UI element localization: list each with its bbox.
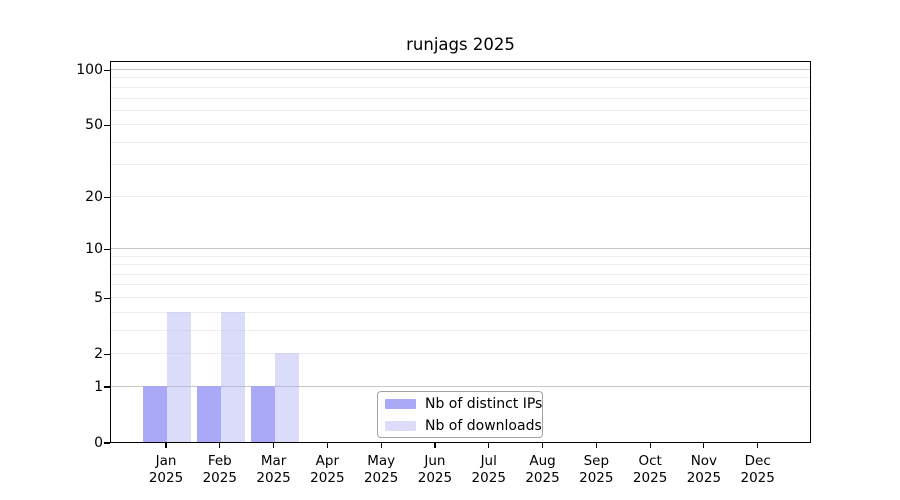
x-tick-mark: [595, 443, 597, 448]
gridline-minor: [111, 109, 810, 111]
x-tick-label: Jan 2025: [124, 453, 208, 486]
legend-swatch-distinct-ips: [385, 398, 416, 409]
gridline-major: [111, 69, 810, 71]
y-tick-mark: [104, 125, 110, 127]
legend-label-downloads: Nb of downloads: [425, 417, 542, 434]
x-tick-mark: [703, 443, 705, 448]
x-tick-label: Mar 2025: [232, 453, 316, 486]
gridline-minor: [111, 164, 810, 166]
legend: Nb of distinct IPs Nb of downloads: [377, 391, 543, 438]
y-tick-mark: [104, 196, 110, 198]
x-tick-mark: [757, 443, 759, 448]
gridline-minor: [111, 264, 810, 266]
x-tick-year: 2025: [471, 469, 506, 486]
legend-item-distinct-ips: Nb of distinct IPs: [378, 394, 542, 413]
x-tick-year: 2025: [310, 469, 345, 486]
gridline-minor: [111, 195, 810, 197]
x-tick-mark: [434, 443, 436, 448]
y-tick-label: 1: [94, 378, 103, 395]
y-tick-label: 10: [85, 240, 103, 257]
x-tick-mark: [541, 443, 544, 448]
x-tick-label: May 2025: [339, 453, 423, 486]
gridline-minor: [111, 352, 810, 354]
x-tick-mark: [165, 443, 167, 448]
x-tick-month: Apr: [315, 453, 340, 469]
x-tick-month: Dec: [744, 453, 771, 469]
y-tick-label: 0: [94, 434, 103, 451]
x-tick-mark: [219, 443, 221, 448]
x-tick-year: 2025: [256, 469, 291, 486]
bar-distinct-ips-feb-2025: [196, 386, 221, 442]
y-tick-label: 100: [76, 62, 103, 79]
y-tick-label: 50: [85, 117, 103, 134]
y-tick-mark: [104, 442, 110, 444]
x-tick-month: Jun: [424, 453, 446, 469]
x-tick-year: 2025: [363, 469, 399, 486]
bar-downloads-mar-2025: [274, 353, 299, 442]
x-tick-month: Oct: [638, 453, 662, 469]
x-tick-year: 2025: [686, 469, 722, 486]
gridline-minor: [111, 141, 810, 143]
legend-label-distinct-ips: Nb of distinct IPs: [425, 395, 543, 412]
y-tick-label: 20: [85, 188, 103, 205]
gridline-minor: [111, 86, 810, 88]
x-tick-year: 2025: [417, 469, 453, 486]
y-tick-mark: [104, 297, 110, 299]
x-tick-month: Sep: [583, 453, 610, 469]
gridline-major: [111, 248, 810, 249]
x-tick-month: Jan: [155, 453, 177, 469]
x-tick-mark: [326, 443, 328, 448]
y-tick-mark: [104, 353, 110, 355]
legend-item-downloads: Nb of downloads: [378, 416, 542, 435]
x-tick-month: Jul: [480, 453, 497, 469]
gridline-minor: [111, 273, 810, 275]
x-tick-month: Nov: [690, 453, 718, 469]
y-tick-label: 5: [94, 289, 103, 306]
gridline-minor: [111, 97, 810, 99]
x-tick-label: Oct 2025: [608, 453, 692, 486]
legend-swatch-downloads: [385, 420, 416, 431]
gridline-major: [111, 385, 810, 387]
gridline-minor: [111, 311, 810, 313]
bar-downloads-jan-2025: [167, 312, 191, 442]
x-tick-label: Apr 2025: [285, 453, 369, 486]
bar-distinct-ips-mar-2025: [250, 386, 275, 442]
bar-downloads-feb-2025: [220, 312, 245, 442]
y-tick-label: 2: [94, 345, 103, 362]
plot-area: [110, 61, 811, 443]
bar-distinct-ips-jan-2025: [143, 386, 167, 442]
x-tick-mark: [649, 443, 651, 448]
chart-title: runjags 2025: [406, 35, 515, 54]
x-tick-year: 2025: [579, 469, 614, 486]
x-tick-month: Aug: [529, 453, 556, 469]
x-tick-mark: [488, 443, 490, 448]
x-tick-mark: [272, 443, 275, 448]
x-tick-year: 2025: [202, 469, 237, 486]
x-tick-month: Feb: [207, 453, 232, 469]
x-tick-year: 2025: [525, 469, 560, 486]
x-tick-mark: [380, 443, 382, 448]
x-tick-year: 2025: [740, 469, 775, 486]
x-tick-label: Sep 2025: [554, 453, 638, 486]
x-tick-label: Jun 2025: [393, 453, 477, 486]
gridline-minor: [111, 77, 810, 79]
gridline-minor: [111, 329, 810, 331]
gridline-minor: [111, 255, 810, 257]
x-tick-label: Dec 2025: [716, 453, 800, 486]
x-tick-year: 2025: [632, 469, 668, 486]
gridline-minor: [111, 284, 810, 286]
x-tick-month: May: [367, 453, 396, 469]
y-tick-mark: [104, 248, 110, 251]
y-tick-mark: [104, 386, 110, 388]
gridline-minor: [111, 124, 810, 126]
gridline-minor: [111, 296, 810, 298]
x-tick-label: Nov 2025: [662, 453, 746, 486]
x-tick-month: Mar: [260, 453, 287, 469]
x-tick-label: Jul 2025: [447, 453, 531, 486]
x-tick-year: 2025: [148, 469, 184, 486]
x-tick-label: Feb 2025: [178, 453, 262, 486]
x-tick-label: Aug 2025: [501, 453, 585, 486]
y-tick-mark: [104, 69, 110, 72]
